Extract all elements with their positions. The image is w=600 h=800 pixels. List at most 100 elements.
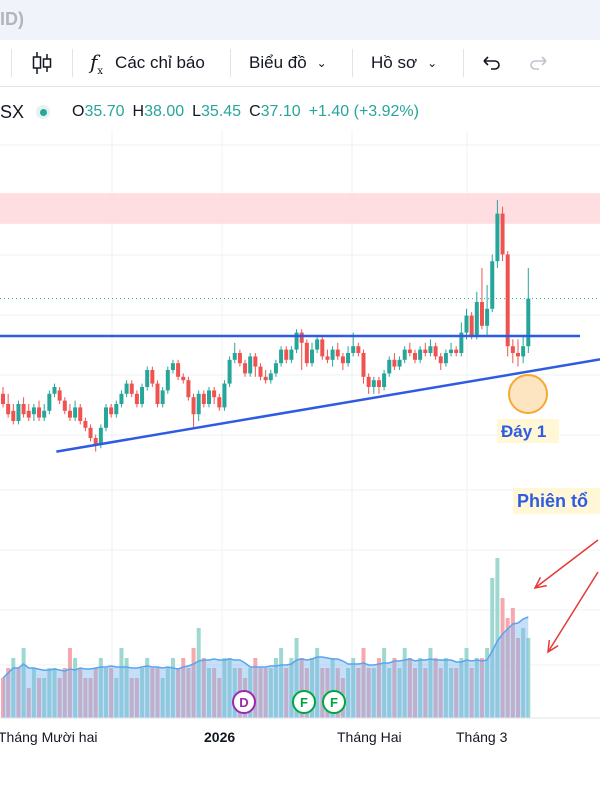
candle-body bbox=[521, 346, 526, 357]
market-status-icon[interactable] bbox=[36, 105, 51, 119]
ohlc-legend: SX O 35.70 H 38.00 L 35.45 C 37.10 +1.40 (+3… bbox=[0, 96, 427, 128]
candle-body bbox=[310, 349, 314, 364]
candle-body bbox=[464, 315, 469, 333]
candle-body bbox=[165, 370, 170, 391]
redo-button[interactable] bbox=[528, 40, 550, 86]
candle-body bbox=[428, 346, 433, 353]
chart-type-button[interactable]: Biểu đồ ⌄ bbox=[249, 40, 327, 86]
volume-bar bbox=[392, 658, 397, 718]
candle-body bbox=[279, 349, 284, 364]
volume-bar bbox=[320, 668, 325, 718]
undo-icon bbox=[483, 56, 500, 70]
volume-bar bbox=[253, 658, 258, 718]
candle-body bbox=[418, 349, 423, 360]
volume-bar bbox=[93, 668, 98, 718]
volume-bar bbox=[356, 668, 361, 718]
volume-bar bbox=[31, 668, 36, 718]
candle-body bbox=[294, 332, 299, 350]
volume-bar bbox=[119, 648, 124, 718]
volume-bar bbox=[16, 668, 21, 718]
high-value: 38.00 bbox=[144, 103, 185, 120]
redo-icon bbox=[530, 56, 547, 70]
volume-bar bbox=[273, 658, 278, 718]
volume-bar bbox=[73, 658, 78, 718]
volume-bar bbox=[464, 648, 469, 718]
candle-body bbox=[258, 366, 263, 377]
volume-bar bbox=[521, 628, 526, 718]
event-marker[interactable]: D bbox=[232, 690, 256, 714]
volume-bar bbox=[191, 648, 196, 718]
volume-bar bbox=[382, 648, 387, 718]
candle-body bbox=[361, 353, 366, 377]
candle-body bbox=[340, 356, 345, 364]
candle-body bbox=[392, 359, 397, 367]
candle-body bbox=[402, 349, 407, 360]
volume-bar bbox=[52, 668, 57, 718]
volume-bar bbox=[217, 678, 222, 718]
candle-body bbox=[376, 380, 381, 387]
candle-body bbox=[454, 349, 459, 353]
candle-body bbox=[26, 410, 31, 418]
volume-bar bbox=[510, 608, 515, 718]
window-title: ID) bbox=[0, 9, 24, 29]
candle-body bbox=[263, 376, 268, 381]
candle-body bbox=[31, 407, 36, 415]
annotation-day1: Đáy 1 bbox=[497, 419, 559, 443]
candle-body bbox=[423, 349, 428, 353]
candle-body bbox=[397, 359, 402, 367]
candle-body bbox=[304, 342, 309, 364]
volume-bar bbox=[397, 668, 402, 718]
volume-bar bbox=[145, 658, 150, 718]
candle-body bbox=[284, 349, 289, 360]
candle-body bbox=[83, 421, 88, 428]
low-label: L bbox=[192, 103, 202, 120]
arrow-head bbox=[547, 639, 559, 654]
volume-bar bbox=[284, 668, 289, 718]
candle-body bbox=[129, 383, 134, 394]
volume-bar bbox=[165, 668, 170, 718]
candle-body bbox=[98, 427, 103, 445]
candle-body bbox=[449, 349, 454, 353]
annotation-session-text: Phiên tổ bbox=[517, 491, 588, 511]
volume-bar bbox=[505, 618, 510, 718]
toolbar-separator bbox=[11, 49, 12, 77]
volume-bar bbox=[361, 648, 366, 718]
x-tick-label: 2026 bbox=[204, 729, 235, 745]
volume-bar bbox=[67, 648, 72, 718]
volume-bar bbox=[438, 668, 443, 718]
event-marker[interactable]: F bbox=[292, 690, 316, 714]
arrow-head bbox=[533, 576, 547, 590]
undo-button[interactable] bbox=[480, 40, 502, 86]
candle-body bbox=[78, 407, 83, 421]
close-value: 37.10 bbox=[260, 103, 301, 120]
candle-body bbox=[469, 315, 474, 336]
candle-body bbox=[47, 393, 52, 411]
arrow-line bbox=[547, 571, 599, 653]
volume-bar bbox=[42, 678, 47, 718]
candle-body bbox=[160, 390, 165, 404]
candles-icon[interactable] bbox=[30, 40, 54, 86]
price-chart[interactable]: Đáy 1 Phiên tổ Tháng Mười hai 2026 Tháng Hai… bbox=[0, 130, 600, 750]
candle-body bbox=[335, 349, 340, 357]
candle-body bbox=[93, 438, 98, 445]
candle-body bbox=[505, 254, 510, 347]
marker-letter: F bbox=[300, 695, 308, 710]
volume-bar bbox=[500, 598, 505, 718]
candle-body bbox=[438, 356, 443, 364]
candle-body bbox=[289, 349, 294, 360]
event-marker[interactable]: F bbox=[322, 690, 346, 714]
volume-bar bbox=[418, 658, 423, 718]
volume-bar bbox=[449, 668, 454, 718]
candle-body bbox=[42, 410, 47, 418]
candle-body bbox=[176, 363, 181, 377]
profile-button[interactable]: Hồ sơ ⌄ bbox=[371, 40, 437, 86]
volume-bar bbox=[351, 658, 356, 718]
candle-body bbox=[134, 393, 139, 404]
volume-bar bbox=[289, 658, 294, 718]
candle-body bbox=[124, 383, 129, 394]
indicators-button[interactable]: fx Các chỉ báo bbox=[90, 40, 205, 86]
volume-bar bbox=[37, 678, 42, 718]
volume-bar bbox=[485, 648, 490, 718]
volume-bar bbox=[222, 658, 227, 718]
open-label: O bbox=[72, 103, 85, 120]
